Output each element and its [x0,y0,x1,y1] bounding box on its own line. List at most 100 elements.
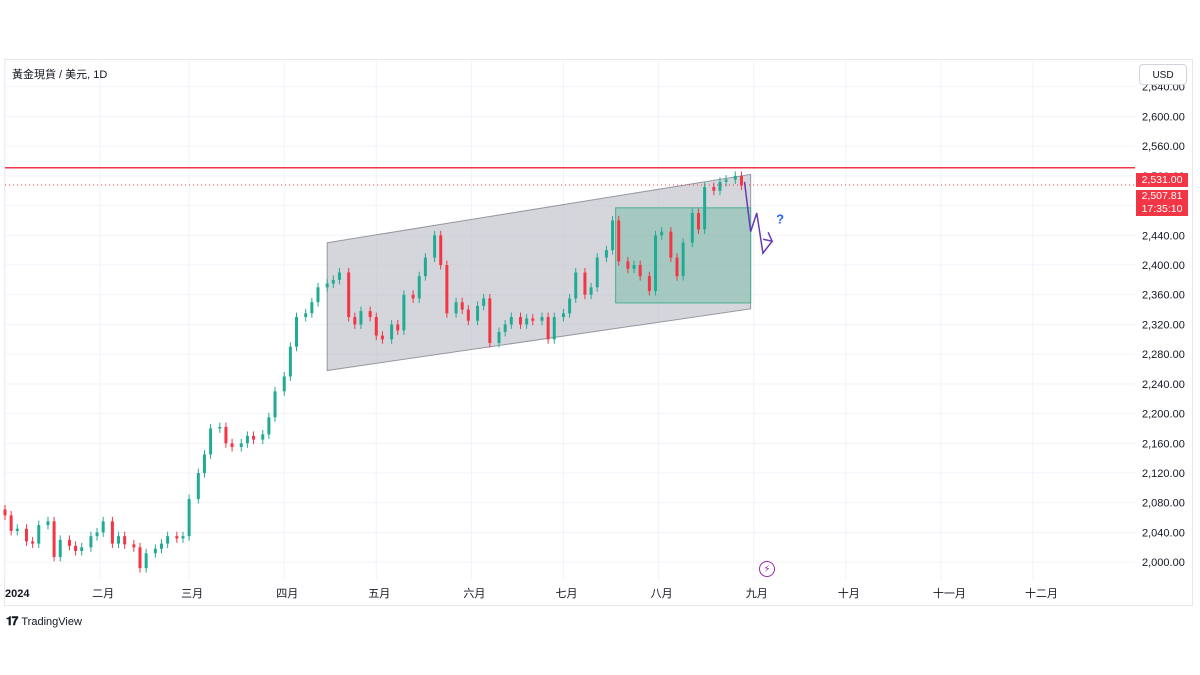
candle-body [546,317,550,340]
candle-body [153,548,157,554]
candle-body [583,272,587,295]
candle-body [396,324,400,331]
candle-body [239,443,243,448]
currency-button[interactable]: USD [1139,64,1187,85]
candle-body [15,528,19,531]
candle-body [159,543,163,549]
current-price-value: 2,507.81 [1141,190,1183,202]
candle-body [681,242,685,277]
candle-body [3,509,7,516]
x-tick-label: 八月 [651,588,673,600]
candle-body [626,261,630,269]
candle-body [252,435,256,440]
candle-body [531,318,535,321]
candle-body [411,294,415,299]
y-tick-label: 2,160.00 [1142,438,1185,450]
candle-body [132,544,136,548]
price-lines [5,166,1135,186]
candle-body [359,311,363,325]
tradingview-logo-icon: 𝟏𝟕 [6,614,18,628]
candle-body [325,283,329,288]
candle-body [261,434,265,440]
candle-body [202,454,206,474]
candle-body [245,435,249,444]
candle-body [123,536,127,545]
candle-body [724,179,728,182]
parallel-channel[interactable] [326,173,752,372]
candle-body [611,220,615,251]
target-zone-box[interactable] [615,207,752,304]
current-price-tag: 2,507.81 17:35:10 [1136,190,1188,216]
y-tick-label: 2,040.00 [1142,527,1185,539]
candle-body [433,235,437,258]
candle-body [101,521,105,533]
candle-body [282,376,286,392]
candle-body [273,391,277,418]
x-axis[interactable]: 2024 二月 三月 四月 五月 六月 七月 八月 九月 十月 十一月 十二月 [5,586,1058,600]
candle-body [58,539,62,557]
candle-body [138,547,142,569]
candle-body [540,317,544,321]
candle-body [552,317,556,340]
y-tick-label: 2,280.00 [1142,349,1185,361]
candle-body [316,287,320,303]
candle-body [466,309,470,321]
lightning-icon[interactable]: ⚡ [759,561,775,577]
y-axis[interactable]: 2,000.00 2,040.00 2,080.00 2,120.00 2,160.00… [1142,82,1185,569]
candle-body [24,528,28,542]
candle-body [669,231,673,258]
candle-body [304,313,308,318]
y-tick-label: 2,320.00 [1142,319,1185,331]
channel-area [326,173,752,372]
candle-body [230,443,234,448]
x-tick-label: 六月 [463,587,485,600]
candle-body [196,473,200,500]
x-tick-label: 五月 [368,588,390,600]
symbol-title[interactable]: 黃金現貨 / 美元, 1D [12,69,108,81]
x-tick-label: 九月 [746,587,768,600]
candle-body [310,302,314,314]
candle-body [218,426,222,429]
x-tick-label: 四月 [276,588,298,600]
logo-text: TradingView [21,615,82,628]
candle-body [187,499,191,537]
x-tick-label: 十一月 [933,586,966,600]
candle-body [80,547,84,552]
projection-arrow[interactable]: ? [743,181,785,255]
candle-body [144,553,148,569]
candle-body [561,313,565,318]
candle-body [497,331,501,344]
y-tick-label: 2,440.00 [1142,230,1185,242]
candle-body [175,536,179,539]
candle-body [739,175,743,186]
candle-body [445,265,449,314]
y-tick-label: 2,200.00 [1142,409,1185,421]
candle-body [181,536,185,539]
x-tick-label: 二月 [92,588,114,600]
y-tick-label: 2,400.00 [1142,260,1185,272]
y-tick-label: 2,080.00 [1142,498,1185,510]
resistance-price-tag: 2,531.00 [1136,173,1188,187]
tradingview-logo[interactable]: 𝟏𝟕 TradingView [6,614,82,629]
candle-body [331,279,335,284]
y-tick-label: 2,120.00 [1142,468,1185,480]
candle-body [423,257,427,277]
candle-body [31,541,35,544]
x-tick-label: 七月 [555,587,577,600]
candle-body [380,335,384,340]
candle-body [209,428,213,455]
candle-body [52,521,56,557]
candle-body [675,257,679,277]
y-tick-label: 2,000.00 [1142,557,1185,569]
candle-body [696,213,700,230]
candle-body [632,265,636,269]
bar-countdown: 17:35:10 [1141,203,1183,215]
candle-body [568,298,572,314]
y-tick-label: 2,600.00 [1142,111,1185,123]
y-tick-label: 2,240.00 [1142,379,1185,391]
candle-body [347,272,351,318]
candle-body [703,187,707,230]
candle-body [460,302,464,310]
candle-body [733,175,737,180]
